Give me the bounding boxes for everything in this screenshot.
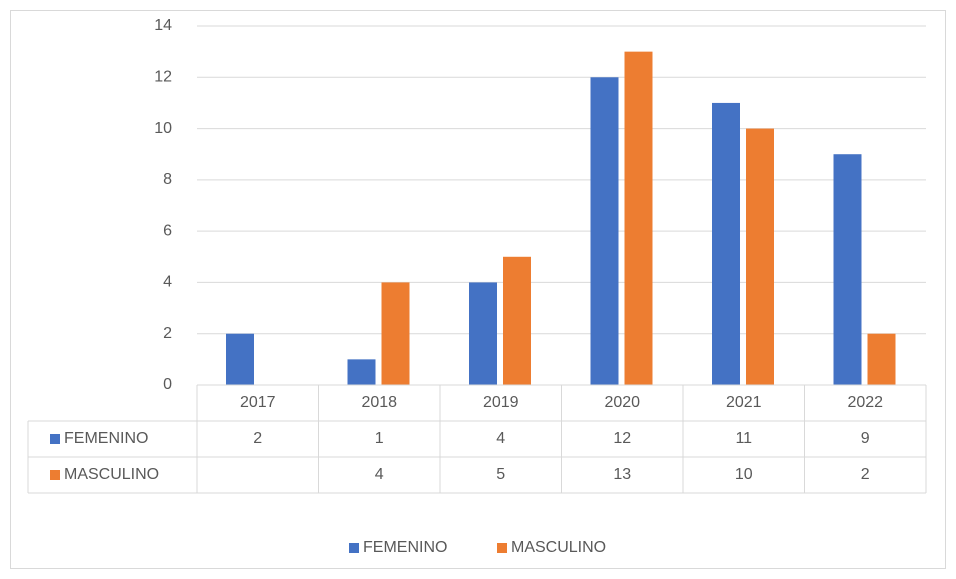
table-cell: 1	[375, 430, 384, 447]
x-tick-label: 2020	[604, 394, 640, 411]
legend-key	[349, 543, 359, 553]
x-tick-label: 2019	[483, 394, 519, 411]
legend-key	[497, 543, 507, 553]
x-tick-label: 2022	[847, 394, 883, 411]
table-cell: 5	[496, 466, 505, 483]
bar	[712, 102, 740, 385]
y-tick-label: 4	[163, 274, 172, 291]
bar	[746, 128, 774, 386]
bar	[503, 256, 531, 385]
legend-label: FEMENINO	[363, 539, 447, 556]
bar	[469, 282, 497, 385]
y-tick-label: 0	[163, 376, 172, 393]
bar	[590, 77, 619, 386]
bar	[226, 333, 254, 385]
bar	[833, 154, 862, 385]
x-tick-label: 2017	[240, 394, 276, 411]
legend-key	[50, 434, 60, 444]
y-tick-label: 14	[154, 17, 172, 34]
x-tick-label: 2021	[726, 394, 762, 411]
table-cell: 11	[735, 430, 752, 447]
y-tick-label: 8	[163, 171, 172, 188]
bar	[381, 282, 410, 385]
table-cell: 10	[735, 466, 753, 483]
table-row-label: MASCULINO	[64, 466, 159, 483]
y-tick-label: 12	[154, 69, 172, 86]
table-cell: 4	[496, 430, 505, 447]
legend-key	[50, 470, 60, 480]
table-cell: 13	[613, 466, 631, 483]
legend-label: MASCULINO	[511, 539, 606, 556]
y-tick-label: 6	[163, 222, 172, 239]
table-cell: 2	[253, 430, 262, 447]
bar	[867, 333, 896, 385]
table-cell: 9	[861, 430, 870, 447]
x-tick-label: 2018	[361, 394, 397, 411]
bar	[624, 51, 653, 386]
table-cell: 2	[861, 466, 870, 483]
y-tick-label: 10	[154, 120, 172, 137]
bar	[347, 359, 376, 385]
table-cell: 12	[613, 430, 631, 447]
y-tick-label: 2	[163, 325, 172, 342]
table-cell: 4	[375, 466, 384, 483]
table-row-label: FEMENINO	[64, 430, 148, 447]
